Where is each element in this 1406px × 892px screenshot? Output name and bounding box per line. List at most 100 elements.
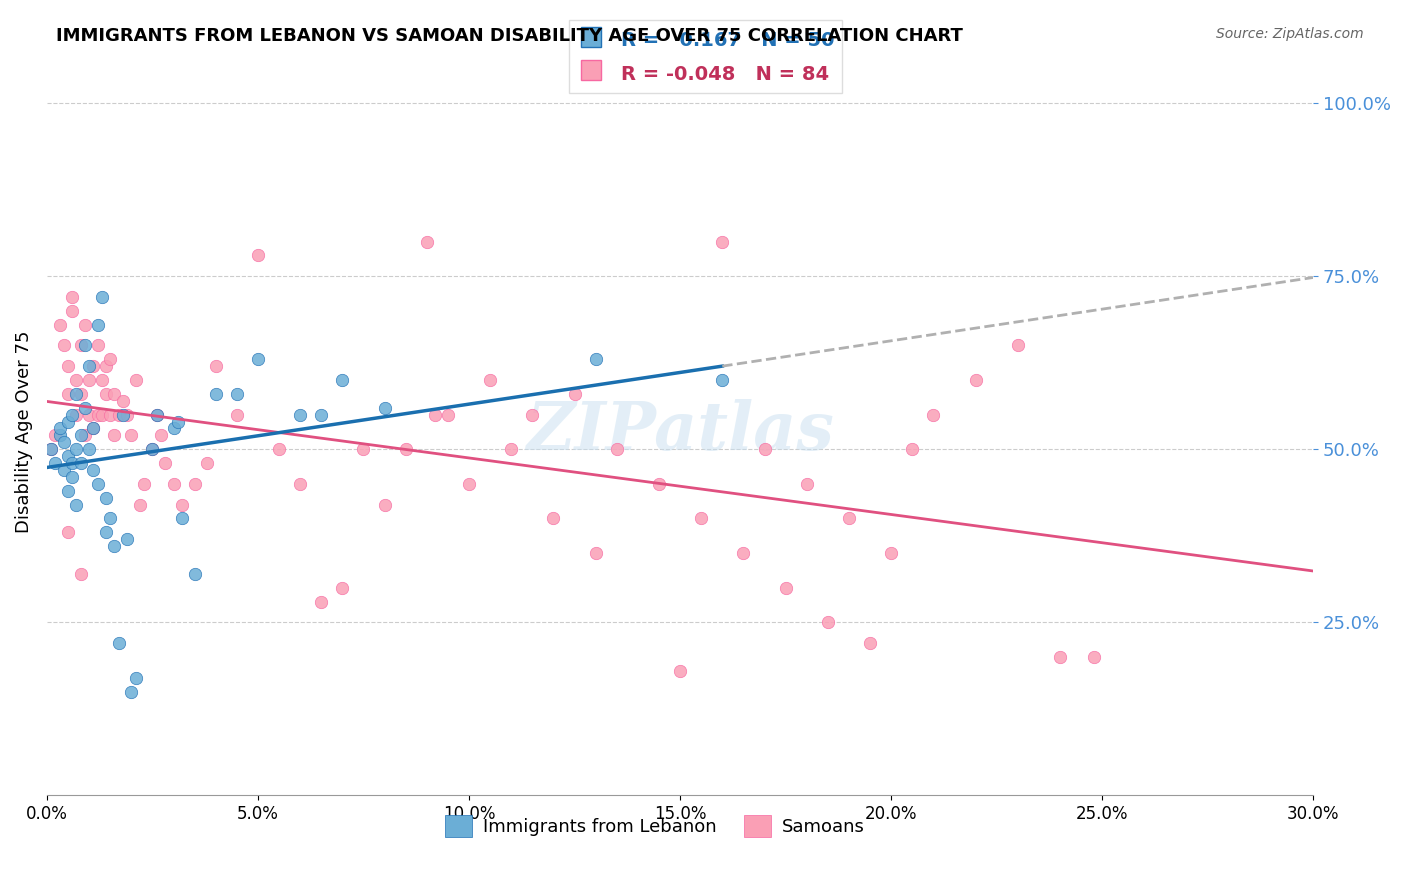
Point: [166, 415, 188, 429]
Point: [44, 456, 66, 470]
Point: [425, 408, 447, 422]
Point: [103, 387, 125, 401]
Point: [94, 359, 117, 374]
Point: [901, 442, 924, 457]
Point: [796, 476, 818, 491]
Point: [754, 442, 776, 457]
Point: [838, 511, 860, 525]
Point: [69, 387, 91, 401]
Point: [564, 387, 586, 401]
Point: [501, 442, 523, 457]
Point: [332, 373, 354, 387]
Point: [44, 428, 66, 442]
Point: [48, 421, 70, 435]
Point: [60, 456, 83, 470]
Point: [162, 421, 184, 435]
Point: [111, 408, 134, 422]
Point: [246, 352, 269, 367]
Point: [522, 408, 544, 422]
Point: [56, 525, 79, 540]
Point: [162, 476, 184, 491]
Point: [225, 408, 247, 422]
Point: [60, 303, 83, 318]
Point: [170, 498, 193, 512]
Point: [585, 352, 607, 367]
Legend: Immigrants from Lebanon, Samoans: Immigrants from Lebanon, Samoans: [437, 808, 872, 845]
Point: [90, 290, 112, 304]
Point: [204, 387, 226, 401]
Point: [922, 408, 945, 422]
Point: [437, 408, 460, 422]
Point: [606, 442, 628, 457]
Point: [141, 442, 163, 457]
Point: [86, 338, 108, 352]
Point: [543, 511, 565, 525]
Point: [153, 456, 176, 470]
Point: [39, 442, 62, 457]
Point: [73, 401, 96, 415]
Point: [98, 352, 121, 367]
Point: [965, 373, 987, 387]
Point: [94, 525, 117, 540]
Point: [69, 338, 91, 352]
Point: [690, 511, 713, 525]
Text: IMMIGRANTS FROM LEBANON VS SAMOAN DISABILITY AGE OVER 75 CORRELATION CHART: IMMIGRANTS FROM LEBANON VS SAMOAN DISABI…: [56, 27, 963, 45]
Point: [69, 456, 91, 470]
Point: [86, 318, 108, 332]
Point: [65, 442, 87, 457]
Point: [65, 387, 87, 401]
Point: [82, 463, 104, 477]
Point: [132, 476, 155, 491]
Point: [98, 511, 121, 525]
Point: [39, 442, 62, 457]
Point: [115, 533, 138, 547]
Point: [141, 442, 163, 457]
Point: [124, 373, 146, 387]
Point: [56, 483, 79, 498]
Point: [60, 408, 83, 422]
Point: [817, 615, 839, 630]
Point: [149, 428, 172, 442]
Point: [82, 359, 104, 374]
Point: [77, 373, 100, 387]
Point: [353, 442, 375, 457]
Point: [479, 373, 502, 387]
Text: Source: ZipAtlas.com: Source: ZipAtlas.com: [1216, 27, 1364, 41]
Point: [77, 442, 100, 457]
Point: [288, 476, 311, 491]
Point: [65, 373, 87, 387]
Point: [458, 476, 481, 491]
Point: [94, 387, 117, 401]
Point: [94, 491, 117, 505]
Point: [183, 476, 205, 491]
Point: [56, 449, 79, 463]
Point: [395, 442, 418, 457]
Point: [204, 359, 226, 374]
Point: [52, 338, 75, 352]
Point: [65, 408, 87, 422]
Point: [170, 511, 193, 525]
Text: ZIPatlas: ZIPatlas: [526, 400, 834, 465]
Point: [711, 373, 734, 387]
Point: [246, 248, 269, 262]
Point: [56, 387, 79, 401]
Point: [60, 470, 83, 484]
Point: [124, 671, 146, 685]
Point: [1083, 649, 1105, 664]
Point: [332, 581, 354, 595]
Point: [56, 359, 79, 374]
Point: [52, 435, 75, 450]
Point: [103, 428, 125, 442]
Point: [195, 456, 218, 470]
Point: [69, 566, 91, 581]
Point: [775, 581, 797, 595]
Point: [82, 421, 104, 435]
Point: [82, 421, 104, 435]
Point: [73, 338, 96, 352]
Point: [115, 408, 138, 422]
Point: [48, 318, 70, 332]
Point: [145, 408, 167, 422]
Point: [120, 428, 142, 442]
Point: [374, 401, 396, 415]
Point: [711, 235, 734, 249]
